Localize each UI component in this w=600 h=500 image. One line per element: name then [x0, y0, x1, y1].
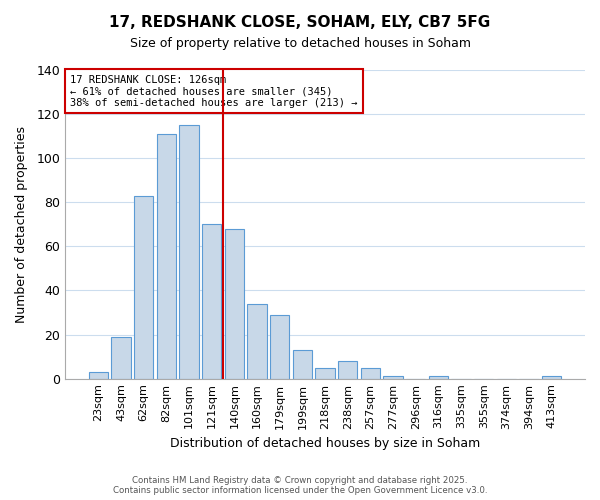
Bar [157, 134, 176, 378]
Bar [429, 376, 448, 378]
Bar [316, 368, 335, 378]
Text: 17 REDSHANK CLOSE: 126sqm
← 61% of detached houses are smaller (345)
38% of semi: 17 REDSHANK CLOSE: 126sqm ← 61% of detac… [70, 74, 358, 108]
X-axis label: Distribution of detached houses by size in Soham: Distribution of detached houses by size … [170, 437, 480, 450]
Bar [338, 361, 358, 378]
Bar [361, 368, 380, 378]
Bar [202, 224, 221, 378]
Bar [179, 125, 199, 378]
Bar [225, 228, 244, 378]
Y-axis label: Number of detached properties: Number of detached properties [15, 126, 28, 323]
Bar [383, 376, 403, 378]
Text: Size of property relative to detached houses in Soham: Size of property relative to detached ho… [130, 38, 470, 51]
Bar [293, 350, 312, 378]
Text: 17, REDSHANK CLOSE, SOHAM, ELY, CB7 5FG: 17, REDSHANK CLOSE, SOHAM, ELY, CB7 5FG [109, 15, 491, 30]
Bar [247, 304, 266, 378]
Bar [542, 376, 562, 378]
Bar [134, 196, 154, 378]
Bar [270, 314, 289, 378]
Bar [112, 337, 131, 378]
Bar [89, 372, 108, 378]
Text: Contains HM Land Registry data © Crown copyright and database right 2025.
Contai: Contains HM Land Registry data © Crown c… [113, 476, 487, 495]
